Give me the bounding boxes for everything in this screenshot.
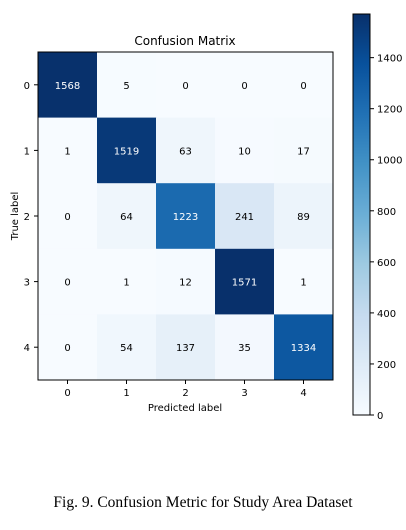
heatmap-cell-1-3 <box>215 117 275 184</box>
cell-value-label-1-2: 63 <box>179 146 192 157</box>
heatmap-cell-3-1 <box>97 248 157 315</box>
cell-value-label-1-4: 17 <box>297 146 310 157</box>
colorbar-tick-label: 1400 <box>377 54 402 65</box>
colorbar-tick-label: 1200 <box>377 105 402 116</box>
y-tick-label: 1 <box>24 146 30 157</box>
cell-value-label-1-0: 1 <box>64 146 70 157</box>
y-tick-label: 4 <box>24 343 30 354</box>
cell-value-label-3-2: 12 <box>179 278 192 289</box>
heatmap-cell-1-0 <box>38 117 98 184</box>
cell-value-label-3-3: 1571 <box>232 278 257 289</box>
heatmap-cell-4-4 <box>274 314 334 381</box>
cell-value-label-0-3: 0 <box>241 81 247 92</box>
heatmap-cell-2-4 <box>274 183 334 250</box>
cell-value-label-4-1: 54 <box>120 343 133 354</box>
cell-value-label-0-1: 5 <box>123 81 129 92</box>
x-axis-label: Predicted label <box>148 403 222 414</box>
y-axis-label: True label <box>10 192 21 242</box>
heatmap-cells <box>38 52 334 381</box>
heatmap-cell-0-4 <box>274 52 334 119</box>
colorbar <box>352 13 371 416</box>
x-tick-label: 0 <box>64 388 70 399</box>
heatmap-cell-3-4 <box>274 248 334 315</box>
y-tick-label: 3 <box>24 278 30 289</box>
heatmap-cell-4-3 <box>215 314 275 381</box>
colorbar-tick-label: 400 <box>377 309 396 320</box>
cell-value-label-3-0: 0 <box>64 278 70 289</box>
heatmap-cell-3-3 <box>215 248 275 315</box>
heatmap-cell-labels: 1568 5 0 0 01 1519 63 10 170 64 1223 241 890 1 12 1571 1… <box>55 81 316 354</box>
colorbar-tick-label: 1000 <box>377 156 402 167</box>
heatmap-cell-1-4 <box>274 117 334 184</box>
cell-value-label-1-3: 10 <box>238 146 251 157</box>
colorbar-tick-label: 800 <box>377 207 396 218</box>
heatmap-cell-3-0 <box>38 248 98 315</box>
heatmap-cell-2-0 <box>38 183 98 250</box>
x-tick-label: 1 <box>123 388 129 399</box>
cell-value-label-4-3: 35 <box>238 343 251 354</box>
heatmap-cell-1-2 <box>156 117 216 184</box>
heatmap-cell-4-0 <box>38 314 98 381</box>
y-tick-label: 0 <box>24 81 30 92</box>
heatmap-cell-4-2 <box>156 314 216 381</box>
x-tick-label: 4 <box>300 388 306 399</box>
cell-value-label-2-4: 89 <box>297 212 310 223</box>
heatmap-cell-0-1 <box>97 52 157 119</box>
heatmap-cell-2-1 <box>97 183 157 250</box>
heatmap-cell-3-2 <box>156 248 216 315</box>
heatmap-cell-2-2 <box>156 183 216 250</box>
cell-value-label-0-4: 0 <box>300 81 306 92</box>
cell-value-label-4-2: 137 <box>176 343 195 354</box>
chart-title: Confusion Matrix <box>134 34 235 48</box>
cell-value-label-3-1: 1 <box>123 278 129 289</box>
y-tick-label: 2 <box>24 212 30 223</box>
x-tick-label: 2 <box>182 388 188 399</box>
heatmap-cell-4-1 <box>97 314 157 381</box>
figure-caption: Fig. 9. Confusion Metric for Study Area … <box>53 494 353 511</box>
colorbar-tick-label: 200 <box>377 360 396 371</box>
heatmap-cell-0-3 <box>215 52 275 119</box>
heatmap-cell-2-3 <box>215 183 275 250</box>
cell-value-label-2-3: 241 <box>235 212 254 223</box>
x-axis-ticks: 0 1 2 3 4 <box>64 380 307 399</box>
heatmap-cell-0-0 <box>38 52 98 119</box>
heatmap-cell-0-2 <box>156 52 216 119</box>
cell-value-label-1-1: 1519 <box>114 146 139 157</box>
cell-value-label-4-4: 1334 <box>291 343 316 354</box>
colorbar-tick-label: 600 <box>377 258 396 269</box>
y-axis-ticks: 0 1 2 3 4 <box>24 81 38 354</box>
cell-value-label-0-2: 0 <box>182 81 188 92</box>
cell-value-label-2-1: 64 <box>120 212 133 223</box>
cell-value-label-2-2: 1223 <box>173 212 198 223</box>
heatmap-cell-1-1 <box>97 117 157 184</box>
x-tick-label: 3 <box>241 388 247 399</box>
cell-value-label-2-0: 0 <box>64 212 70 223</box>
colorbar-tick-label: 0 <box>377 411 383 422</box>
cell-value-label-0-0: 1568 <box>55 81 80 92</box>
cell-value-label-3-4: 1 <box>300 278 306 289</box>
colorbar-ticks: 0 200 400 600 800 1000 1200 1400 <box>370 54 402 422</box>
cell-value-label-4-0: 0 <box>64 343 70 354</box>
